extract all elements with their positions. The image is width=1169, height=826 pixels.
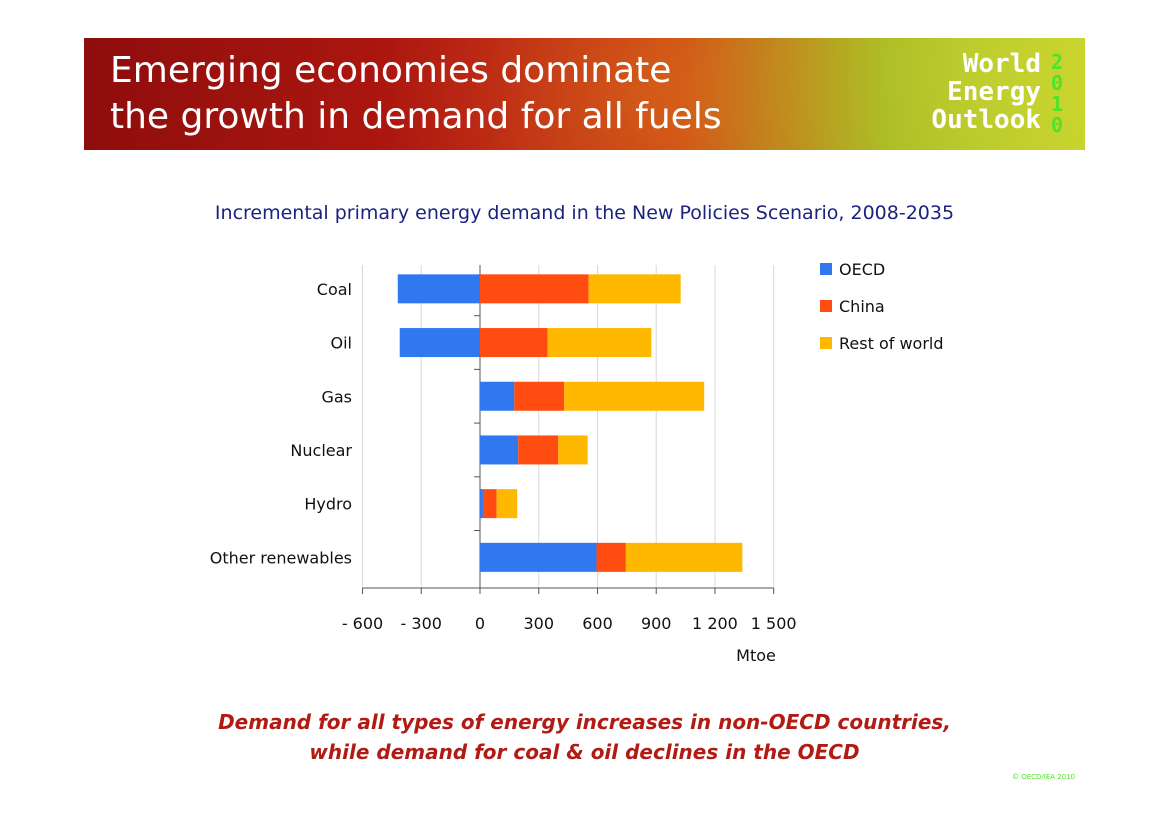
slide-title-line-2: the growth in demand for all fuels xyxy=(110,96,722,137)
bar-rest-of-world xyxy=(625,542,743,572)
bar-oecd xyxy=(480,489,483,519)
bar-chart: - 600 - 300 0 300 600 900 1 200 1 500 Coal Oil Gas… xyxy=(210,260,944,665)
bar-china xyxy=(514,381,565,411)
copyright-notice: © OECD/IEA 2010 xyxy=(1012,773,1076,781)
bar-china xyxy=(596,542,626,572)
x-tick-label: 300 xyxy=(523,614,554,633)
x-tick-label: 600 xyxy=(582,614,613,633)
y-category-label: Other renewables xyxy=(210,548,352,567)
bar-rest-of-world xyxy=(564,381,705,411)
chart-title: Incremental primary energy demand in the… xyxy=(214,202,955,224)
slide-title-line-1: Emerging economies dominate xyxy=(110,50,672,91)
x-tick-label: - 300 xyxy=(401,614,442,633)
bar-china xyxy=(480,328,548,358)
y-category-label: Oil xyxy=(331,334,352,353)
y-category-label: Nuclear xyxy=(290,441,352,460)
bar-china xyxy=(480,274,589,304)
legend-label: Rest of world xyxy=(839,334,944,353)
legend-label: OECD xyxy=(839,260,885,279)
x-axis-label: Mtoe xyxy=(736,646,776,665)
bar-oecd xyxy=(399,328,480,358)
bar-oecd xyxy=(480,435,519,465)
bar-oecd xyxy=(480,542,597,572)
bar-rest-of-world xyxy=(588,274,681,304)
bar-china xyxy=(482,489,497,519)
x-tick-label: 1 500 xyxy=(751,614,797,633)
bar-rest-of-world xyxy=(496,489,518,519)
logo-word-world: World xyxy=(962,49,1041,79)
caption-line-1: Demand for all types of energy increases… xyxy=(218,710,951,734)
legend-swatch xyxy=(820,337,832,349)
bar-rest-of-world xyxy=(558,435,588,465)
legend-swatch xyxy=(820,263,832,275)
x-tick-label: 1 200 xyxy=(692,614,738,633)
y-category-label: Gas xyxy=(321,387,352,406)
legend-label: China xyxy=(839,297,885,316)
bar-oecd xyxy=(397,274,480,304)
caption-line-2: while demand for coal & oil declines in … xyxy=(309,740,860,764)
x-tick-label: - 600 xyxy=(342,614,383,633)
logo-word-energy: Energy xyxy=(947,77,1041,107)
logo-word-outlook: Outlook xyxy=(931,105,1041,135)
legend-swatch xyxy=(820,300,832,312)
y-category-label: Coal xyxy=(317,280,352,299)
x-tick-label: 900 xyxy=(641,614,672,633)
bar-oecd xyxy=(480,381,515,411)
y-category-label: Hydro xyxy=(304,495,352,514)
bar-rest-of-world xyxy=(547,328,652,358)
bar-china xyxy=(518,435,559,465)
title-banner: Emerging economies dominate the growth i… xyxy=(84,38,1085,150)
weo-logo: World Energy Outlook 2010 xyxy=(925,50,1075,140)
x-tick-label: 0 xyxy=(475,614,485,633)
logo-year: 2010 xyxy=(1050,50,1064,137)
